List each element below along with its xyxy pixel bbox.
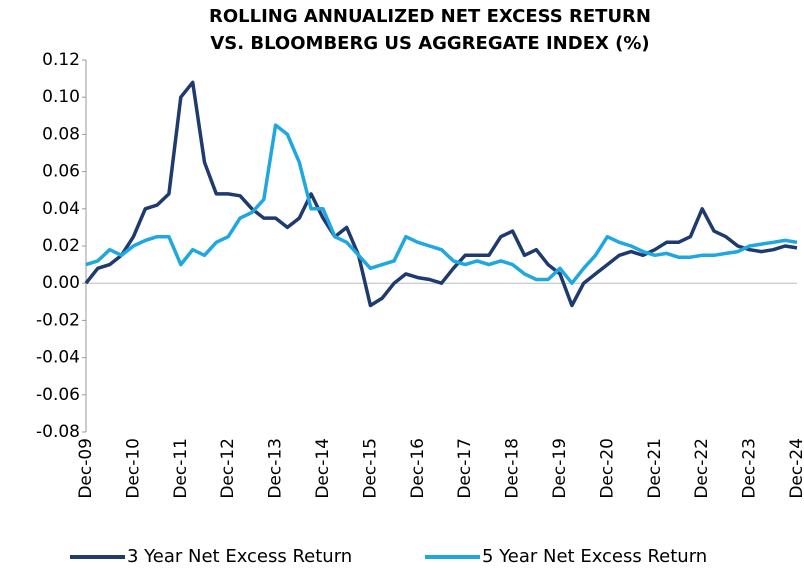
y-tick-label: 0.06 xyxy=(42,162,80,182)
legend-label: 5 Year Net Excess Return xyxy=(482,546,707,567)
chart-title: ROLLING ANNUALIZED NET EXCESS RETURN xyxy=(209,6,651,27)
x-tick-label: Dec-21 xyxy=(645,438,665,499)
x-tick-label: Dec-23 xyxy=(740,438,760,499)
y-tick-label: 0.04 xyxy=(42,199,80,219)
x-tick-label: Dec-22 xyxy=(692,438,712,499)
x-tick-label: Dec-10 xyxy=(123,438,143,499)
x-tick-label: Dec-17 xyxy=(455,438,475,499)
y-tick-label: 0.02 xyxy=(42,236,80,256)
series-line xyxy=(85,123,798,285)
y-tick-label: -0.02 xyxy=(36,310,80,330)
x-tick-label: Dec-20 xyxy=(597,438,617,499)
x-tick-label: Dec-09 xyxy=(76,438,96,499)
x-tick-label: Dec-16 xyxy=(408,438,428,499)
x-tick-label: Dec-24 xyxy=(787,438,804,499)
y-tick-label: -0.04 xyxy=(36,348,80,368)
x-tick-label: Dec-11 xyxy=(171,438,191,499)
series-line xyxy=(84,80,798,308)
y-tick-label: 0.10 xyxy=(42,87,80,107)
chart-title: VS. BLOOMBERG US AGGREGATE INDEX (%) xyxy=(210,33,649,54)
y-tick-label: 0.12 xyxy=(42,50,80,70)
y-tick-label: 0.00 xyxy=(42,273,80,293)
x-tick-label: Dec-13 xyxy=(266,438,286,499)
y-tick-label: 0.08 xyxy=(42,124,80,144)
y-tick-label: -0.06 xyxy=(36,385,80,405)
x-tick-label: Dec-18 xyxy=(503,438,523,499)
x-tick-label: Dec-12 xyxy=(218,438,238,499)
legend-label: 3 Year Net Excess Return xyxy=(127,546,352,567)
x-tick-label: Dec-15 xyxy=(360,438,380,499)
x-tick-label: Dec-14 xyxy=(313,438,333,499)
x-tick-label: Dec-19 xyxy=(550,438,570,499)
y-tick-label: -0.08 xyxy=(36,422,80,442)
